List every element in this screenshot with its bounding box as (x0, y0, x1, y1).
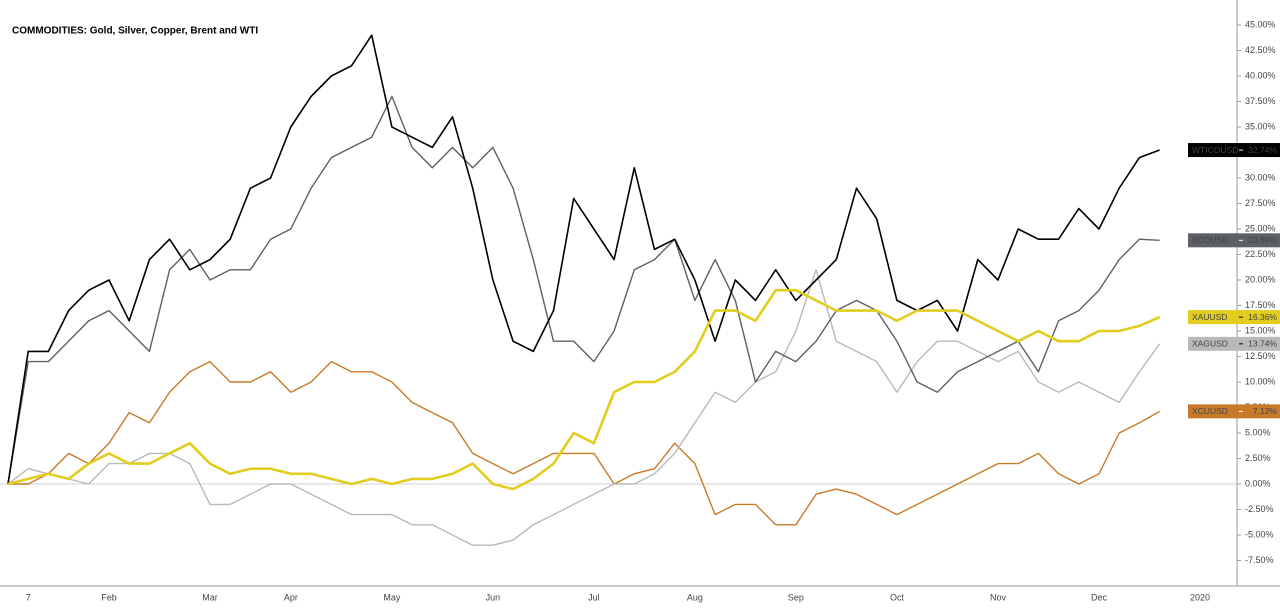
series-line (7, 269, 1161, 546)
y-tick-label: 17.50% (1245, 300, 1276, 310)
x-tick-label: Aug (687, 592, 703, 602)
series-tag (1188, 233, 1280, 248)
y-tick-label: 12.50% (1245, 351, 1276, 361)
y-tick-label: -7.50% (1245, 555, 1274, 565)
y-tick-label: 37.50% (1245, 96, 1276, 106)
series-line (8, 360, 1160, 526)
y-tick-label: 10.00% (1245, 376, 1276, 386)
y-tick-label: 5.00% (1245, 427, 1271, 437)
series-tag (1188, 143, 1280, 158)
y-tick-label: 22.50% (1245, 249, 1276, 259)
x-tick-label: Jun (486, 592, 501, 602)
x-tick-label: 7 (26, 592, 31, 602)
y-tick-label: 40.00% (1245, 70, 1276, 80)
series-tag (1188, 336, 1280, 351)
y-tick-label: 25.00% (1245, 223, 1276, 233)
y-tick-label: -2.50% (1245, 504, 1274, 514)
x-tick-label: Oct (890, 592, 905, 602)
y-tick-label: 42.50% (1245, 45, 1276, 55)
series-tag-value: 13.74% (1248, 339, 1277, 349)
y-tick-label: 15.00% (1245, 325, 1276, 335)
y-tick-label: 0.00% (1245, 478, 1271, 488)
x-tick-label: 2020 (1190, 592, 1210, 602)
series-line (7, 34, 1160, 485)
series-tag (1188, 310, 1280, 325)
y-tick-label: 45.00% (1245, 19, 1276, 29)
series-tag-name: XAUUSD (1192, 312, 1227, 322)
series-tag-value: 32.74% (1248, 145, 1277, 155)
y-tick-label: 30.00% (1245, 172, 1276, 182)
chart-title: COMMODITIES: Gold, Silver, Copper, Brent… (12, 26, 258, 37)
x-tick-label: Sep (788, 592, 804, 602)
y-tick-label: 27.50% (1245, 198, 1276, 208)
x-tick-label: Mar (202, 592, 218, 602)
series-tag-name: XAGUSD (1192, 339, 1228, 349)
x-tick-label: Nov (990, 592, 1007, 602)
series-tag-name: WTICOUSD (1192, 145, 1238, 155)
x-tick-label: Dec (1091, 592, 1108, 602)
x-tick-label: Apr (284, 592, 298, 602)
series-tag-value: 23.89% (1248, 235, 1277, 245)
series-tag-value: 16.36% (1248, 312, 1277, 322)
y-tick-label: 20.00% (1245, 274, 1276, 284)
x-tick-label: May (383, 592, 401, 602)
series-tag (1188, 404, 1280, 419)
series-line (7, 288, 1161, 491)
y-tick-label: 35.00% (1245, 121, 1276, 131)
series-tag-name: XCUUSD (1192, 406, 1228, 416)
series-tag-value: 7.12% (1253, 406, 1278, 416)
y-tick-label: 2.50% (1245, 453, 1271, 463)
y-tick-label: -5.00% (1245, 529, 1274, 539)
x-tick-label: Feb (101, 592, 117, 602)
x-tick-label: Jul (588, 592, 600, 602)
series-tag-name: BCOUSD (1192, 235, 1228, 245)
